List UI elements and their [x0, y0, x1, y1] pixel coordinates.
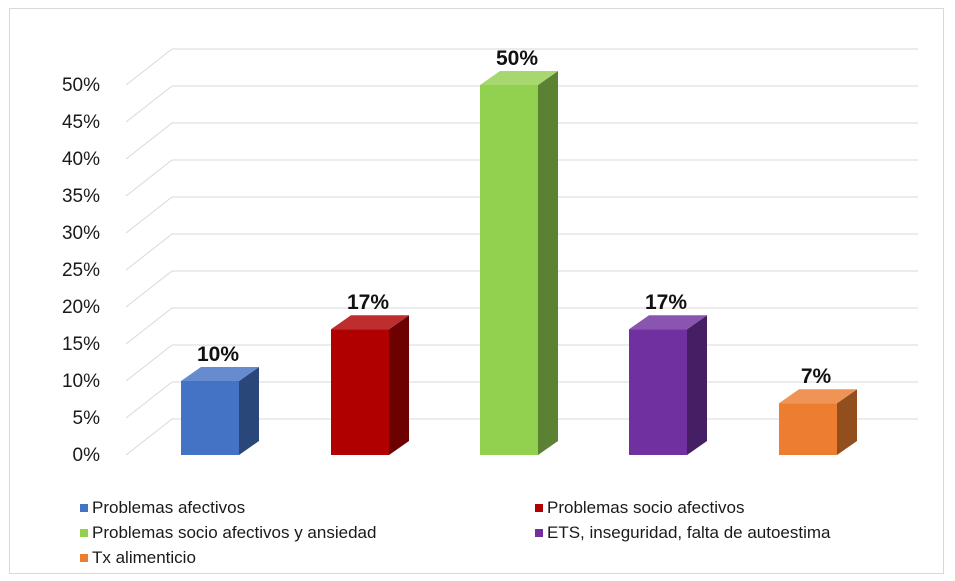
- gridline-10: [125, 48, 918, 86]
- gridline-9: [125, 85, 918, 123]
- legend-item-2: Problemas socio afectivos y ansiedad: [80, 523, 376, 543]
- legend-item-0: Problemas afectivos: [80, 498, 245, 518]
- gridline-6: [125, 196, 918, 234]
- y-tick-label-2: 10%: [62, 371, 100, 392]
- bar-side-1: [389, 315, 409, 455]
- gridline-4: [125, 270, 918, 308]
- legend-swatch-4: [80, 554, 88, 562]
- bar-side-4: [837, 389, 857, 455]
- y-tick-label-10: 50%: [62, 75, 100, 96]
- legend-swatch-3: [535, 529, 543, 537]
- gridline-8: [125, 122, 918, 160]
- data-label-0: 10%: [197, 343, 239, 366]
- bar-top-0: [181, 367, 259, 381]
- y-tick-label-9: 45%: [62, 112, 100, 133]
- legend-label-0: Problemas afectivos: [92, 498, 246, 517]
- bar-top-4: [779, 389, 857, 404]
- bar-side-2: [538, 71, 558, 455]
- legend-item-3: ETS, inseguridad, falta de autoestima: [535, 523, 831, 543]
- y-tick-label-7: 35%: [62, 186, 100, 207]
- gridline-7: [125, 159, 918, 197]
- legend-item-1: Problemas socio afectivos: [535, 498, 744, 518]
- legend-swatch-1: [535, 504, 543, 512]
- data-label-3: 17%: [645, 291, 687, 314]
- bar-side-0: [239, 367, 259, 455]
- y-tick-label-5: 25%: [62, 260, 100, 281]
- bar-top-3: [629, 315, 707, 330]
- chart-frame: 0% 5% 10% 15% 20% 25% 30% 35% 40% 45% 50% 10% 17% 50%…: [9, 8, 944, 574]
- bar-top-1: [331, 315, 409, 330]
- legend-label-4: Tx alimenticio: [92, 548, 196, 567]
- legend-label-1: Problemas socio afectivos: [547, 498, 745, 517]
- y-tick-label-1: 5%: [73, 408, 101, 429]
- bar-0: [181, 381, 239, 455]
- bar-3: [629, 329, 687, 455]
- bar-chart: 0% 5% 10% 15% 20% 25% 30% 35% 40% 45% 50% 10% 17% 50%…: [62, 47, 918, 466]
- y-tick-label-6: 30%: [62, 223, 100, 244]
- legend-swatch-2: [80, 529, 88, 537]
- y-tick-label-8: 40%: [62, 149, 100, 170]
- data-label-1: 17%: [347, 291, 389, 314]
- data-label-4: 7%: [801, 365, 832, 388]
- y-tick-label-0: 0%: [73, 445, 101, 466]
- gridline-5: [125, 233, 918, 271]
- legend-item-4: Tx alimenticio: [80, 548, 196, 568]
- y-tick-label-3: 15%: [62, 334, 100, 355]
- bar-top-2: [480, 71, 558, 85]
- gridline-3: [125, 307, 918, 345]
- data-label-2: 50%: [496, 47, 538, 70]
- bar-2: [480, 85, 538, 455]
- y-tick-label-4: 20%: [62, 297, 100, 318]
- legend-swatch-0: [80, 504, 88, 512]
- bar-side-3: [687, 315, 707, 455]
- bar-4: [779, 403, 837, 455]
- bar-1: [331, 329, 389, 455]
- legend-label-2: Problemas socio afectivos y ansiedad: [92, 523, 377, 542]
- legend-label-3: ETS, inseguridad, falta de autoestima: [547, 523, 831, 542]
